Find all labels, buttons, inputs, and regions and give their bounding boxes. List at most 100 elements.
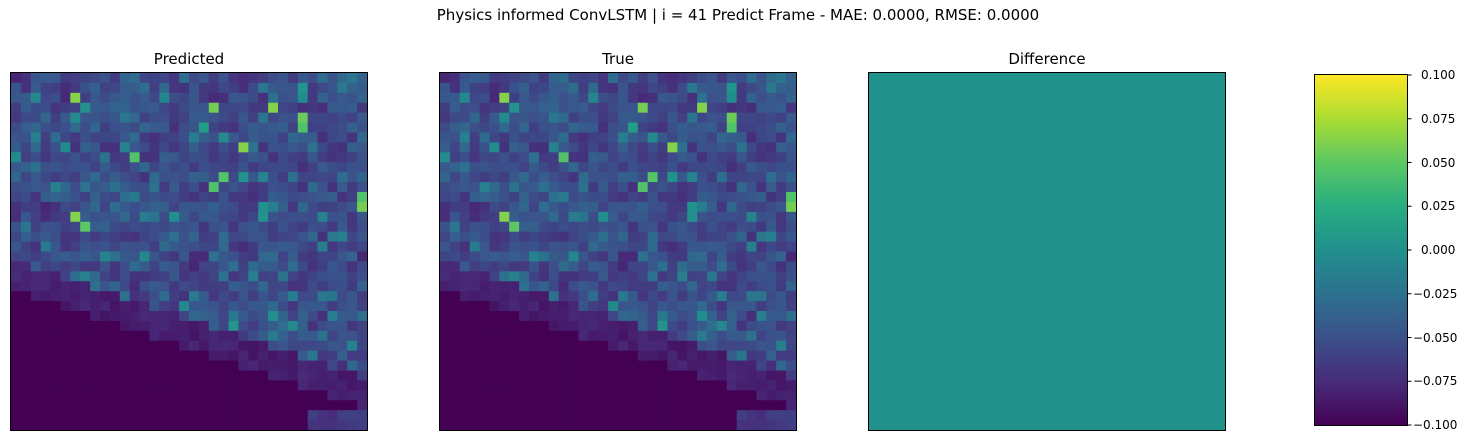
true-cell bbox=[499, 152, 510, 163]
predicted-cell bbox=[60, 380, 71, 391]
true-cell bbox=[608, 182, 619, 193]
true-cell bbox=[568, 400, 579, 411]
predicted-cell bbox=[119, 340, 131, 352]
predicted-cell bbox=[70, 420, 81, 431]
predicted-cell bbox=[11, 73, 22, 84]
true-cell bbox=[568, 192, 579, 203]
predicted-cell bbox=[238, 400, 249, 411]
true-cell bbox=[647, 261, 658, 272]
true-cell bbox=[469, 73, 480, 84]
true-cell bbox=[786, 410, 797, 421]
predicted-cell bbox=[60, 271, 71, 282]
predicted-cell bbox=[30, 92, 42, 104]
true-cell bbox=[479, 122, 490, 133]
true-cell bbox=[618, 400, 629, 411]
predicted-cell bbox=[169, 261, 180, 272]
predicted-cell bbox=[297, 201, 309, 213]
predicted-cell bbox=[70, 132, 81, 143]
predicted-cell bbox=[208, 281, 220, 292]
predicted-cell bbox=[50, 281, 61, 292]
predicted-cell bbox=[307, 73, 318, 84]
predicted-cell bbox=[278, 152, 289, 163]
true-cell bbox=[627, 370, 639, 381]
predicted-cell bbox=[238, 211, 249, 223]
predicted-cell bbox=[70, 162, 81, 173]
true-cell bbox=[746, 142, 757, 153]
predicted-cell bbox=[248, 122, 259, 133]
true-cell bbox=[657, 201, 668, 213]
true-cell bbox=[440, 330, 451, 342]
predicted-cell bbox=[129, 73, 140, 84]
true-cell bbox=[766, 92, 777, 104]
predicted-cell bbox=[297, 211, 309, 223]
predicted-cell bbox=[149, 231, 160, 242]
predicted-cell bbox=[50, 320, 61, 332]
predicted-cell bbox=[129, 211, 140, 223]
predicted-cell bbox=[109, 152, 121, 163]
predicted-cell bbox=[218, 330, 229, 342]
predicted-cell bbox=[100, 301, 111, 312]
true-cell bbox=[756, 172, 767, 183]
predicted-cell bbox=[278, 162, 289, 173]
true-cell bbox=[627, 92, 639, 104]
predicted-cell bbox=[159, 390, 170, 401]
predicted-cell bbox=[80, 82, 91, 94]
predicted-cell bbox=[119, 192, 131, 203]
predicted-cell bbox=[268, 132, 279, 143]
predicted-cell bbox=[11, 92, 22, 104]
true-cell bbox=[440, 291, 451, 302]
true-cell bbox=[469, 241, 480, 252]
predicted-cell bbox=[90, 73, 101, 84]
predicted-cell bbox=[189, 330, 200, 342]
true-cell bbox=[687, 182, 698, 193]
true-cell bbox=[736, 241, 747, 252]
true-cell bbox=[627, 350, 639, 361]
predicted-cell bbox=[208, 320, 220, 332]
true-cell bbox=[786, 231, 797, 242]
true-cell bbox=[548, 142, 560, 153]
predicted-cell bbox=[278, 311, 289, 322]
true-cell bbox=[499, 261, 510, 272]
true-cell bbox=[746, 241, 757, 252]
true-cell bbox=[588, 152, 599, 163]
true-cell bbox=[716, 251, 728, 262]
predicted-cell bbox=[287, 410, 299, 421]
predicted-cell bbox=[149, 241, 160, 252]
predicted-cell bbox=[30, 301, 42, 312]
predicted-cell bbox=[60, 142, 71, 153]
predicted-cell bbox=[70, 231, 81, 242]
predicted-cell bbox=[238, 221, 249, 233]
true-cell bbox=[578, 400, 589, 411]
true-cell bbox=[509, 311, 520, 322]
true-cell bbox=[509, 261, 520, 272]
true-cell bbox=[756, 271, 767, 282]
true-cell bbox=[440, 82, 451, 94]
true-cell bbox=[449, 112, 461, 123]
predicted-cell bbox=[129, 132, 140, 143]
predicted-cell bbox=[90, 221, 101, 233]
predicted-cell bbox=[20, 82, 32, 94]
true-cell bbox=[677, 301, 688, 312]
predicted-cell bbox=[70, 291, 81, 302]
predicted-cell bbox=[287, 172, 299, 183]
true-cell bbox=[469, 311, 480, 322]
true-cell bbox=[776, 301, 787, 312]
predicted-cell bbox=[268, 350, 279, 361]
predicted-cell bbox=[198, 92, 210, 104]
true-cell bbox=[746, 122, 757, 133]
true-cell bbox=[459, 350, 471, 361]
predicted-cell bbox=[50, 301, 61, 312]
true-cell bbox=[479, 390, 490, 401]
predicted-cell bbox=[139, 390, 150, 401]
true-cell bbox=[677, 291, 688, 302]
true-cell bbox=[558, 142, 569, 153]
true-cell bbox=[459, 162, 471, 173]
true-cell bbox=[618, 73, 629, 84]
predicted-cell bbox=[268, 360, 279, 371]
colorbar-tick-label: −0.075 bbox=[1413, 374, 1458, 389]
true-cell bbox=[509, 211, 520, 223]
predicted-cell bbox=[337, 291, 348, 302]
predicted-cell bbox=[347, 390, 358, 401]
predicted-cell bbox=[268, 251, 279, 262]
predicted-cell bbox=[258, 152, 269, 163]
